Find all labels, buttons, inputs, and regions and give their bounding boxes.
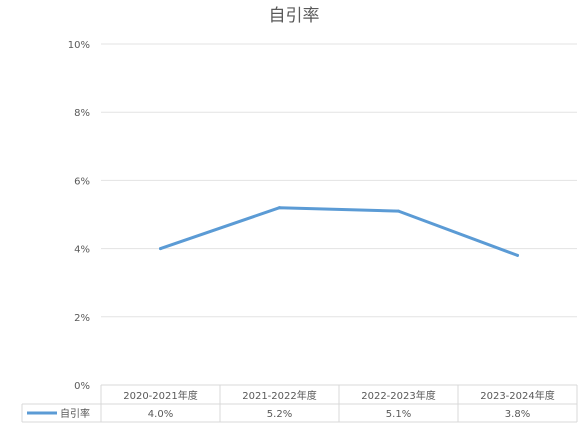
data-value-label: 5.1% <box>386 409 411 420</box>
y-axis-ticks: 0% 2% 4% 6% 8% 10% <box>68 40 90 392</box>
x-category-label: 2021-2022年度 <box>242 389 317 402</box>
series-layer <box>159 206 519 257</box>
data-table: 2020-2021年度 4.0% 2021-2022年度 5.2% 2022-2023年… <box>21 384 578 423</box>
data-point <box>516 253 519 257</box>
data-point <box>278 206 281 210</box>
y-tick-label: 10% <box>68 40 90 51</box>
x-category-label: 2020-2021年度 <box>123 389 198 402</box>
y-tick-label: 8% <box>74 108 90 119</box>
y-tick-label: 4% <box>74 245 90 256</box>
legend-series-label: 自引率 <box>60 407 90 420</box>
gridlines <box>101 43 577 318</box>
x-category-label: 2023-2024年度 <box>480 389 555 402</box>
y-tick-label: 0% <box>74 381 90 392</box>
y-tick-label: 2% <box>74 313 90 324</box>
data-value-label: 5.2% <box>267 409 292 420</box>
data-point <box>159 247 162 251</box>
data-point <box>397 209 400 213</box>
data-value-label: 3.8% <box>505 409 530 420</box>
series-line <box>159 206 519 257</box>
y-tick-label: 6% <box>74 176 90 187</box>
x-category-label: 2022-2023年度 <box>361 389 436 402</box>
data-value-label: 4.0% <box>148 409 173 420</box>
chart-title: 自引率 <box>269 6 320 26</box>
